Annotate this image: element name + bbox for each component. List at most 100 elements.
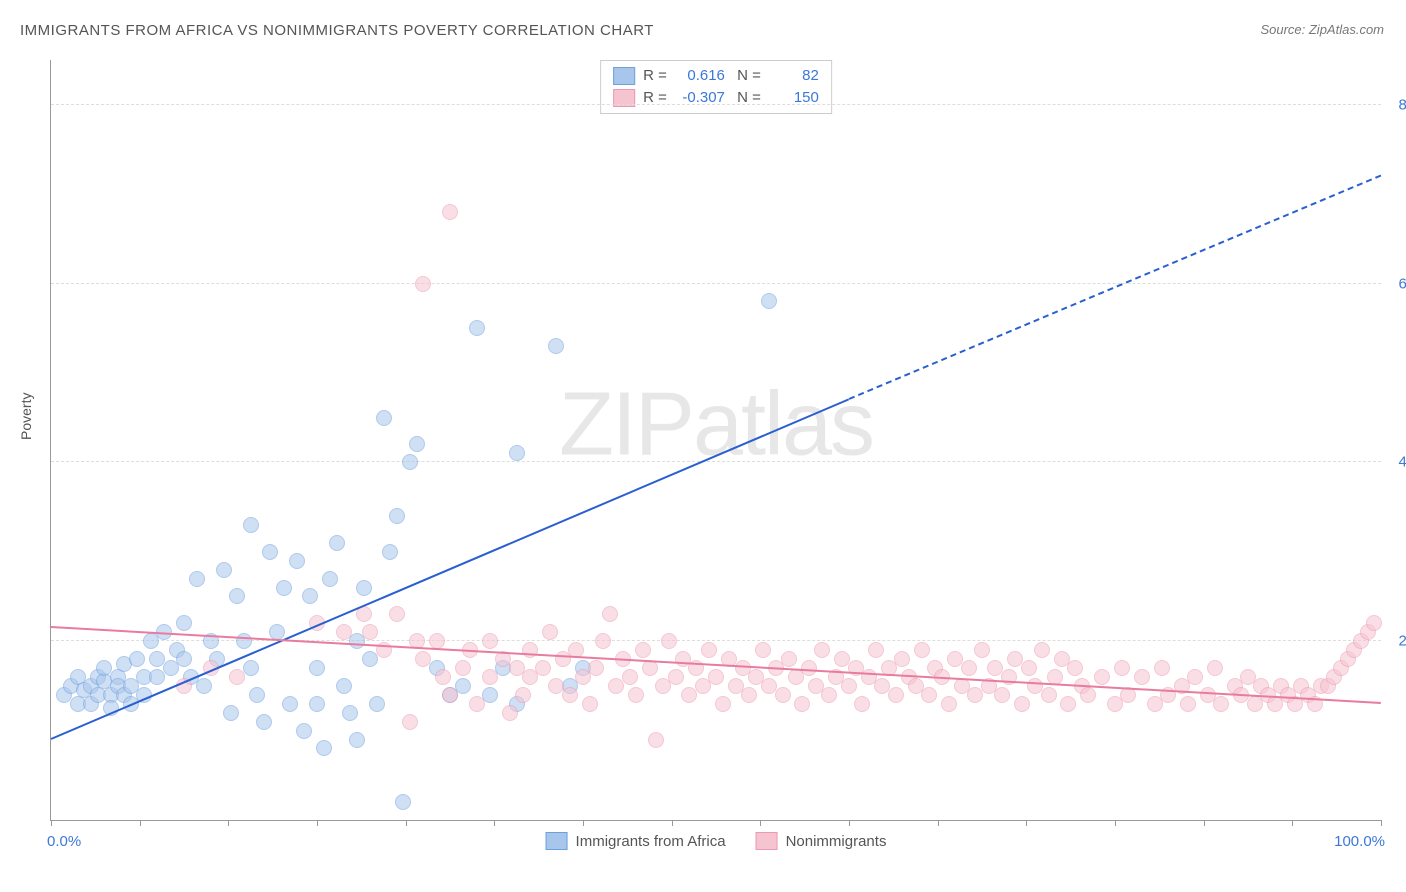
scatter-point	[708, 669, 724, 685]
scatter-point	[402, 454, 418, 470]
scatter-point	[402, 714, 418, 730]
scatter-point	[781, 651, 797, 667]
scatter-point	[243, 517, 259, 533]
scatter-point	[841, 678, 857, 694]
legend-swatch-pink	[756, 832, 778, 850]
y-tick-label: 80.0%	[1386, 96, 1406, 113]
scatter-point	[814, 642, 830, 658]
scatter-point	[176, 651, 192, 667]
scatter-point	[602, 606, 618, 622]
x-tick	[583, 820, 584, 826]
scatter-point	[1207, 660, 1223, 676]
scatter-point	[755, 642, 771, 658]
scatter-point	[369, 696, 385, 712]
x-tick	[1026, 820, 1027, 826]
x-tick	[849, 820, 850, 826]
scatter-point	[302, 588, 318, 604]
x-tick	[672, 820, 673, 826]
legend-r-value-2: -0.307	[675, 87, 725, 109]
scatter-point	[409, 436, 425, 452]
legend-row-series-1: R = 0.616 N = 82	[613, 65, 819, 87]
scatter-point	[1060, 696, 1076, 712]
scatter-point	[1134, 669, 1150, 685]
legend-n-value-1: 82	[769, 65, 819, 87]
scatter-point	[482, 687, 498, 703]
scatter-point	[515, 687, 531, 703]
scatter-point	[661, 633, 677, 649]
gridline	[51, 461, 1381, 462]
x-tick	[317, 820, 318, 826]
scatter-point	[961, 660, 977, 676]
legend-r-value-1: 0.616	[675, 65, 725, 87]
scatter-point	[216, 562, 232, 578]
scatter-point	[941, 696, 957, 712]
scatter-point	[482, 669, 498, 685]
scatter-point	[223, 705, 239, 721]
x-tick	[1204, 820, 1205, 826]
scatter-point	[582, 696, 598, 712]
x-tick	[51, 820, 52, 826]
scatter-point	[994, 687, 1010, 703]
scatter-point	[455, 678, 471, 694]
scatter-point	[715, 696, 731, 712]
legend-label-2: Nonimmigrants	[786, 833, 887, 850]
scatter-point	[262, 544, 278, 560]
scatter-point	[309, 696, 325, 712]
scatter-point	[256, 714, 272, 730]
scatter-point	[389, 606, 405, 622]
legend-r-label: R =	[643, 87, 667, 109]
scatter-point	[276, 580, 292, 596]
scatter-point	[395, 794, 411, 810]
scatter-point	[628, 687, 644, 703]
y-tick-label: 40.0%	[1386, 454, 1406, 471]
scatter-point	[1021, 660, 1037, 676]
x-tick	[1115, 820, 1116, 826]
scatter-point	[336, 678, 352, 694]
scatter-point	[894, 651, 910, 667]
x-tick	[1381, 820, 1382, 826]
scatter-point	[455, 660, 471, 676]
scatter-point	[316, 740, 332, 756]
legend-n-label: N =	[733, 65, 761, 87]
x-axis-min-label: 0.0%	[47, 833, 81, 850]
scatter-point	[243, 660, 259, 676]
scatter-point	[761, 293, 777, 309]
scatter-point	[382, 544, 398, 560]
legend-row-series-2: R = -0.307 N = 150	[613, 87, 819, 109]
scatter-point	[741, 687, 757, 703]
scatter-point	[914, 642, 930, 658]
scatter-point	[249, 687, 265, 703]
scatter-plot-area: ZIPatlas R = 0.616 N = 82 R = -0.307 N =…	[50, 60, 1381, 821]
scatter-point	[1014, 696, 1030, 712]
scatter-point	[282, 696, 298, 712]
scatter-point	[794, 696, 810, 712]
series-legend: Immigrants from Africa Nonimmigrants	[546, 832, 887, 850]
legend-n-label: N =	[733, 87, 761, 109]
scatter-point	[349, 732, 365, 748]
scatter-point	[415, 651, 431, 667]
scatter-point	[562, 687, 578, 703]
x-tick	[406, 820, 407, 826]
scatter-point	[1213, 696, 1229, 712]
source-attribution: Source: ZipAtlas.com	[1260, 22, 1384, 37]
gridline	[51, 104, 1381, 105]
correlation-legend: R = 0.616 N = 82 R = -0.307 N = 150	[600, 60, 832, 114]
legend-swatch-blue	[613, 67, 635, 85]
scatter-point	[1067, 660, 1083, 676]
scatter-point	[129, 651, 145, 667]
scatter-point	[635, 642, 651, 658]
scatter-point	[236, 633, 252, 649]
scatter-point	[622, 669, 638, 685]
legend-swatch-blue	[546, 832, 568, 850]
scatter-point	[469, 320, 485, 336]
y-axis-label: Poverty	[18, 393, 34, 440]
x-tick	[494, 820, 495, 826]
x-tick	[1292, 820, 1293, 826]
scatter-point	[336, 624, 352, 640]
scatter-point	[588, 660, 604, 676]
scatter-point	[289, 553, 305, 569]
scatter-point	[854, 696, 870, 712]
regression-line	[849, 174, 1382, 399]
legend-item-1: Immigrants from Africa	[546, 832, 726, 850]
scatter-point	[775, 687, 791, 703]
